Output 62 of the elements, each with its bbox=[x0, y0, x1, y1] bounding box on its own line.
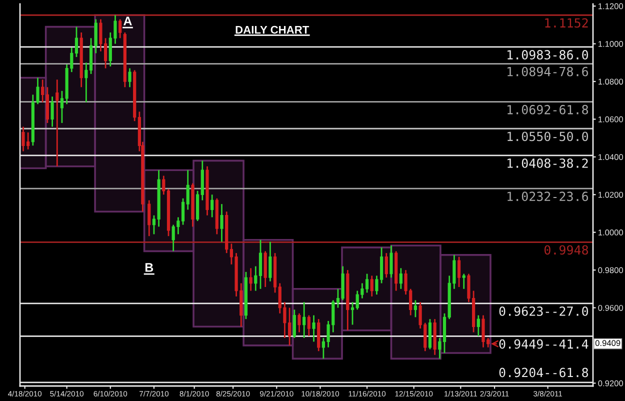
candlestick bbox=[307, 314, 310, 337]
y-tick-label: 0.9200 bbox=[598, 380, 624, 386]
candlestick bbox=[268, 241, 272, 282]
candlestick bbox=[210, 194, 214, 218]
candlestick bbox=[50, 96, 54, 128]
candlestick bbox=[258, 239, 262, 290]
ref-line-label: 1.1152 bbox=[545, 18, 588, 28]
candlestick bbox=[399, 267, 402, 290]
candlestick bbox=[128, 68, 132, 88]
candlestick bbox=[41, 78, 44, 103]
candlestick bbox=[302, 301, 306, 339]
candlestick bbox=[94, 18, 98, 54]
candlestick bbox=[56, 78, 59, 168]
ref-line-label: 1.0550-50.0 bbox=[508, 132, 588, 142]
ref-line-label: 1.0408-38.2 bbox=[508, 158, 588, 168]
candlestick bbox=[254, 266, 258, 292]
candlestick bbox=[312, 314, 316, 342]
y-tick-label: 1.1200 bbox=[598, 3, 624, 10]
candlestick bbox=[476, 314, 480, 337]
candlestick bbox=[298, 312, 301, 333]
y-tick-label: 1.1000 bbox=[598, 40, 624, 47]
candlestick bbox=[74, 26, 78, 58]
candlestick bbox=[84, 62, 88, 103]
candlestick bbox=[220, 203, 224, 242]
ref-line-label: 0.9623--27.0 bbox=[499, 306, 588, 316]
text: 0.9409 bbox=[595, 340, 620, 346]
candlestick bbox=[350, 301, 354, 326]
ref-line-label: 0.9449--41.4 bbox=[499, 339, 588, 349]
y-tick-label: 1.0600 bbox=[598, 116, 624, 122]
y-tick-label: 0.9800 bbox=[598, 267, 624, 274]
ref-line-label: 1.0983-86.0 bbox=[508, 50, 588, 60]
ref-line-label: 0.9204--61.8 bbox=[499, 368, 588, 378]
y-tick-label: 1.0000 bbox=[598, 230, 624, 236]
candlestick bbox=[118, 18, 122, 39]
candlestick bbox=[60, 90, 64, 124]
candlestick bbox=[365, 273, 369, 294]
candlestick bbox=[390, 244, 393, 278]
annotation: A bbox=[124, 16, 132, 26]
candlestick bbox=[148, 200, 151, 237]
y-tick-label: 1.0200 bbox=[598, 192, 624, 198]
candlestick bbox=[384, 252, 388, 278]
candlestick bbox=[181, 198, 185, 226]
y-tick-label: 1.0800 bbox=[598, 78, 624, 85]
ref-line-label: 1.0894-78.6 bbox=[508, 66, 588, 76]
candlestick bbox=[292, 308, 296, 339]
y-tick-label: 0.9600 bbox=[598, 304, 624, 311]
candlestick bbox=[414, 300, 418, 318]
text: DAILY CHART bbox=[236, 26, 310, 34]
candlestick bbox=[162, 175, 166, 196]
candlestick bbox=[438, 337, 442, 360]
candlestick bbox=[336, 288, 340, 308]
annotation: B bbox=[145, 263, 154, 272]
candlestick bbox=[152, 214, 156, 235]
y-tick-label: 1.0400 bbox=[598, 154, 624, 160]
candlestick bbox=[186, 169, 190, 210]
candlestick bbox=[249, 267, 252, 292]
ref-line-label: 1.0232-23.6 bbox=[508, 192, 588, 202]
candlestick bbox=[462, 273, 466, 290]
ref-line-label: 1.0692-61.8 bbox=[508, 104, 588, 114]
candlestick bbox=[457, 256, 461, 288]
ref-line-label: 0.9948 bbox=[544, 245, 588, 255]
candlestick bbox=[370, 275, 374, 298]
